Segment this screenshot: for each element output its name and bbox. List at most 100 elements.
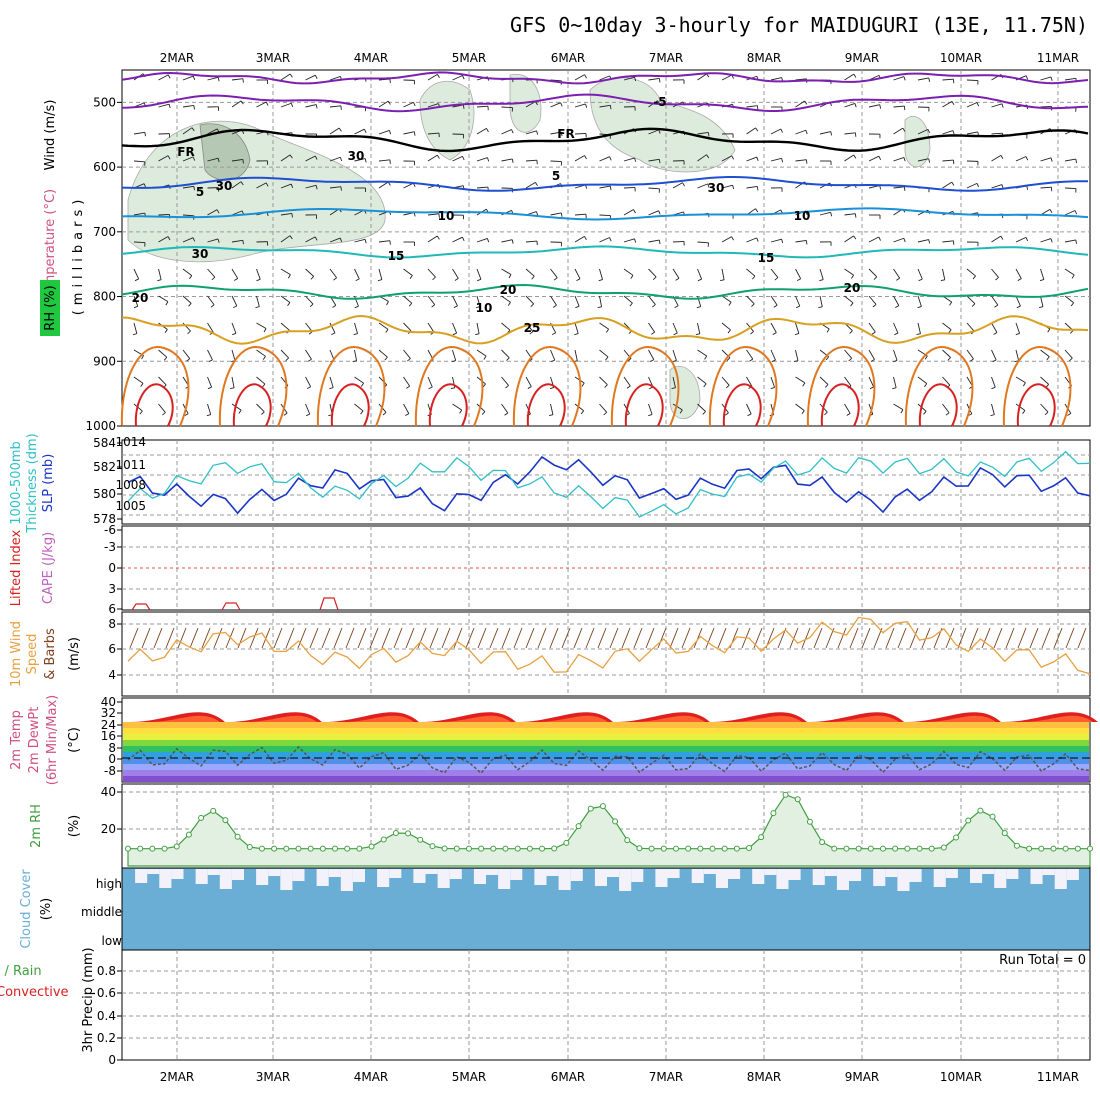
- wind-barb: [133, 212, 145, 216]
- wind-barb-flag: [134, 278, 139, 282]
- rh2m-point: [916, 845, 923, 852]
- temp-band: [123, 776, 1089, 782]
- wind-barb-flag: [793, 360, 799, 363]
- axis-tick-label: -6: [104, 523, 116, 537]
- wind-barb: [721, 184, 733, 189]
- wind-barb: [378, 159, 390, 162]
- ylabel-precip-b: Convective: [0, 985, 69, 1000]
- rh2m-point: [246, 844, 253, 851]
- wind-barb-flag: [462, 75, 465, 80]
- wind-barb: [648, 239, 660, 243]
- run-total: Run Total = 0: [999, 953, 1086, 968]
- wind-barb: [378, 129, 390, 135]
- wind-barb: [550, 102, 561, 108]
- rh2m-point: [867, 845, 874, 852]
- cloud-gap: [147, 869, 160, 874]
- wind-barb: [819, 376, 829, 385]
- wind-barb: [452, 268, 459, 279]
- contour-30: [904, 345, 974, 427]
- wind-barb: [329, 75, 341, 81]
- wind-barb: [672, 182, 683, 189]
- ylabel-rh2m-a: 2m RH: [29, 804, 44, 848]
- wind-barb: [721, 376, 730, 386]
- contour-label: 10: [476, 301, 493, 315]
- wind-barb-flag: [233, 305, 238, 309]
- wind-barb-flag: [1075, 159, 1077, 164]
- wind-barb-flag: [530, 303, 534, 308]
- cloud-gap: [280, 869, 293, 890]
- wind-barb-flag: [408, 302, 413, 307]
- wind-barb-flag: [794, 333, 800, 336]
- bottom-date-label: 10MAR: [940, 1070, 982, 1084]
- ylabel-precip-c: 3hr Precip (mm): [81, 947, 96, 1052]
- wind10-barb: [621, 627, 631, 649]
- wind-barb-flag: [853, 154, 857, 159]
- wind-barb: [746, 156, 757, 162]
- wind-barb-flag: [339, 237, 343, 242]
- wind-barb: [672, 376, 676, 388]
- wind10-barb: [525, 627, 535, 649]
- wind-barb: [354, 158, 366, 162]
- wind-barb: [452, 322, 458, 334]
- wind-barb-flag: [830, 131, 833, 136]
- wind10-barb: [981, 627, 991, 649]
- wind10-barb: [501, 627, 511, 649]
- wind10-barb: [393, 627, 403, 649]
- wind-barb-flag: [720, 279, 725, 282]
- cloud-gap: [728, 869, 741, 879]
- wind-barb: [697, 241, 709, 244]
- wind-barb: [844, 349, 853, 359]
- rh2m-point: [1026, 845, 1033, 852]
- wind-barb-flag: [878, 155, 882, 160]
- cloud-gap: [619, 869, 632, 891]
- wind-barb: [354, 322, 358, 334]
- wind-barb-flag: [696, 306, 701, 309]
- wind-barb: [599, 268, 603, 280]
- wind10-barb: [477, 627, 487, 649]
- wind-barb-flag: [993, 332, 998, 335]
- wind-barb: [746, 403, 752, 415]
- wind-barb-flag: [505, 385, 509, 389]
- wind-barb-flag: [849, 330, 853, 334]
- wind-barb-flag: [1039, 279, 1045, 282]
- wind-barb-flag: [265, 101, 269, 106]
- wind-barb: [525, 376, 532, 387]
- wind-barb-flag: [781, 239, 784, 244]
- wind-barb-flag: [651, 331, 655, 335]
- wind-barb: [868, 349, 875, 360]
- wind-barb: [942, 78, 954, 81]
- rh2m-point: [551, 845, 558, 852]
- temp-band: [123, 752, 1089, 758]
- wind-barb: [182, 214, 195, 217]
- wind-barb-flag: [756, 156, 759, 161]
- wind-barb: [746, 295, 755, 305]
- wind10-barb: [921, 627, 931, 649]
- wind10-barb: [645, 627, 655, 649]
- contour-label: FR: [557, 127, 574, 141]
- wind-barb-flag: [940, 279, 945, 282]
- contour-m5: [121, 93, 1089, 113]
- wind-barb: [574, 213, 587, 216]
- contour-30: [218, 345, 288, 427]
- wind-barb: [770, 128, 782, 135]
- wind-barb: [182, 75, 194, 81]
- wind-barb-flag: [755, 127, 759, 132]
- wind-barb-flag: [263, 328, 267, 333]
- contour-label: 20: [500, 283, 517, 297]
- wind-barb: [893, 237, 904, 243]
- wind-barb: [770, 376, 776, 388]
- wind-barb: [917, 376, 928, 384]
- axis-tick-label: 900: [93, 354, 116, 368]
- wind10-barb: [861, 627, 871, 649]
- wind-barb-flag: [674, 305, 679, 308]
- wind-barb: [476, 295, 481, 307]
- wind-barb-flag: [355, 278, 360, 282]
- ylabel-slp-a: 1000-500mb: [9, 441, 24, 525]
- temp-marks: [122, 712, 1098, 775]
- wind-barb: [207, 376, 213, 388]
- wind-barb: [427, 235, 438, 243]
- wind-barb-flag: [428, 386, 433, 390]
- wind-barb: [256, 268, 261, 280]
- wind-barb: [574, 268, 581, 280]
- wind-barb: [795, 403, 805, 411]
